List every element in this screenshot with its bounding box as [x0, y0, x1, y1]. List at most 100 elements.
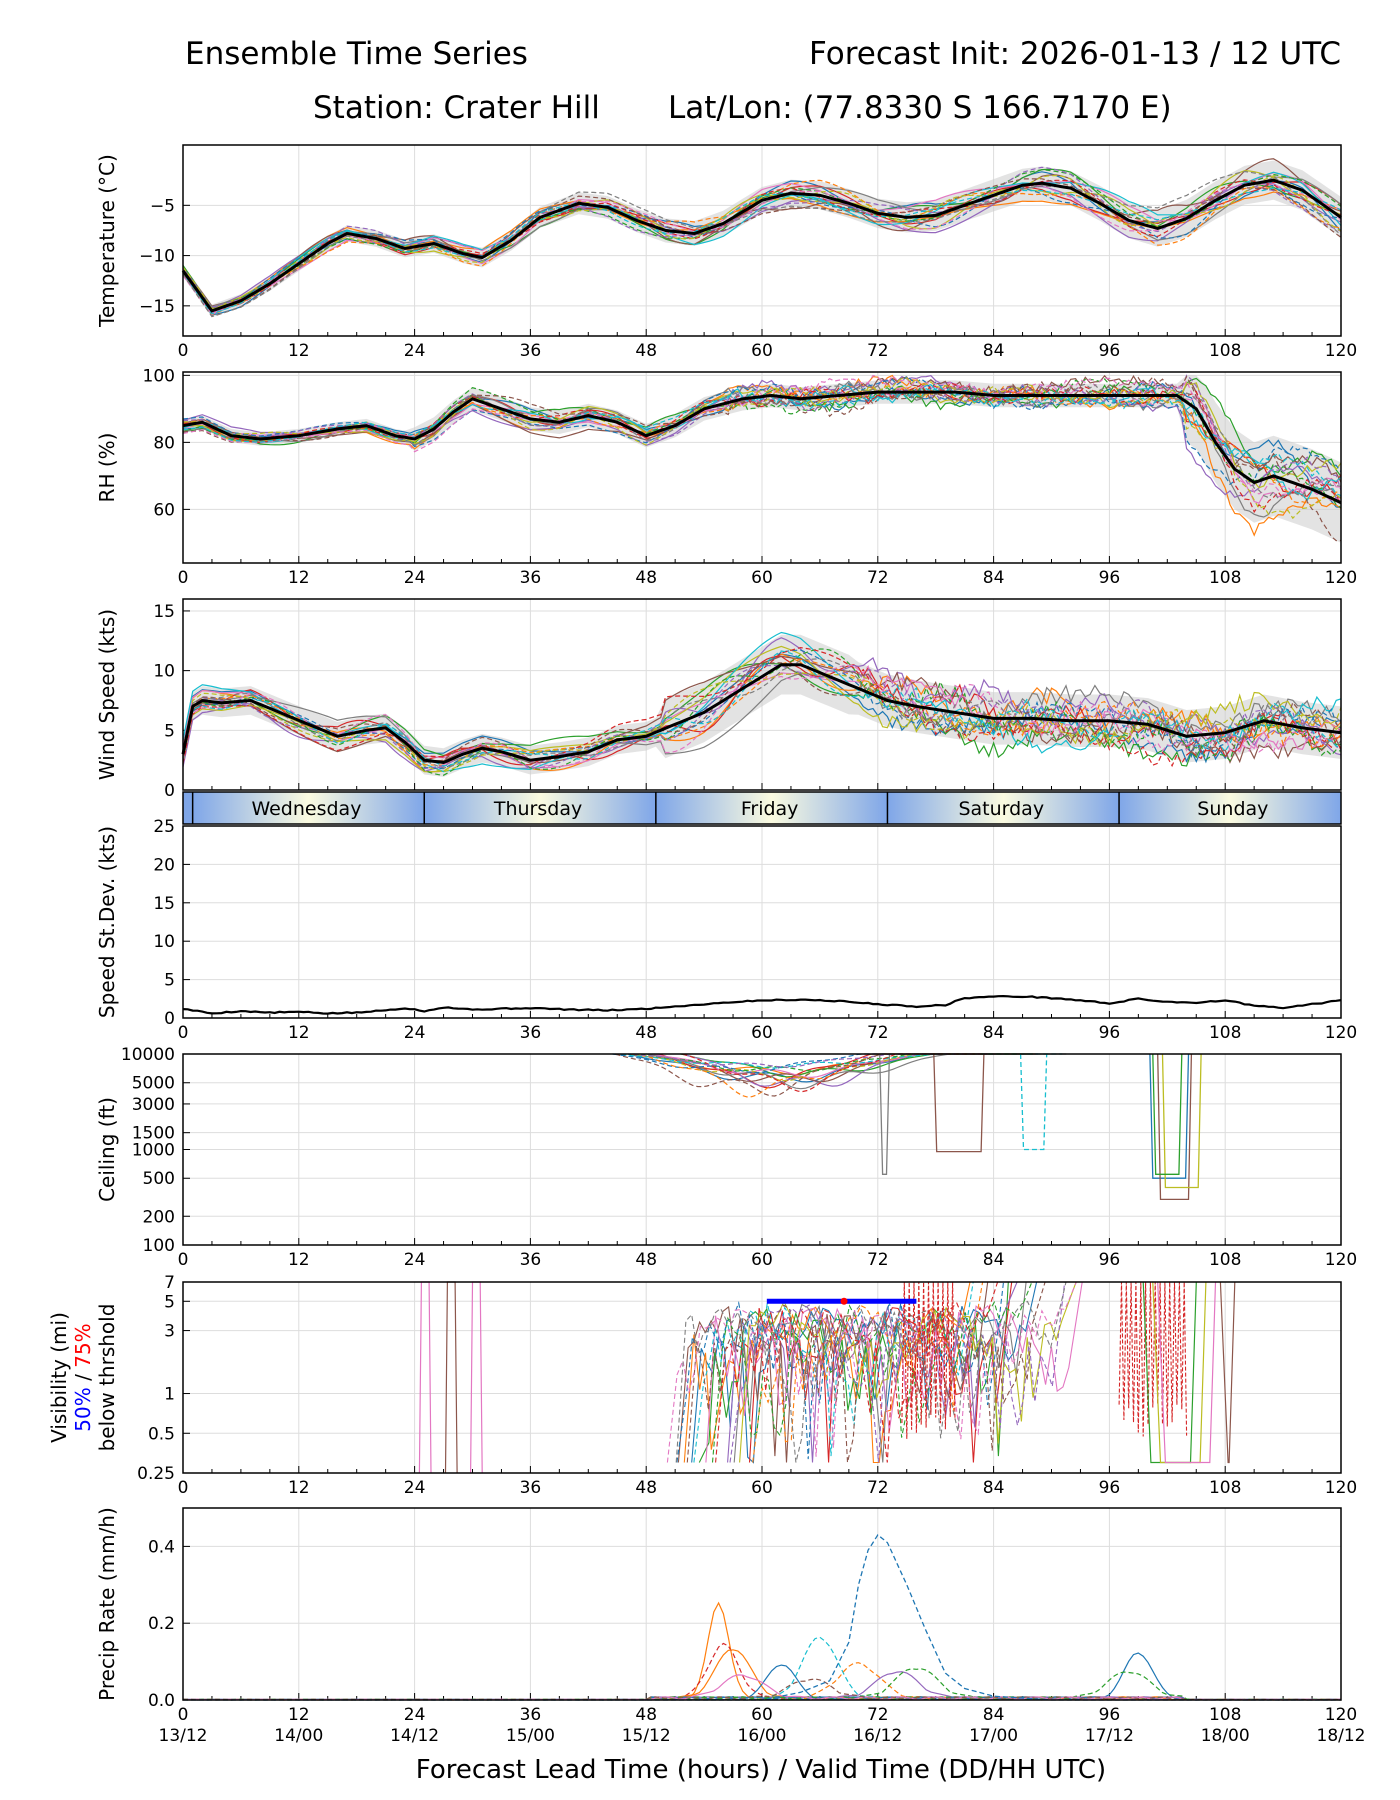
- day-band: Wednesday Thursday Friday Saturday Sunday: [182, 791, 1342, 825]
- ensemble-mean-line: [181, 178, 1342, 313]
- day-band-segment: [655, 792, 888, 824]
- x-tick-label: 108: [1209, 568, 1241, 588]
- x-tick-label: 0: [178, 341, 189, 361]
- x-tick-label: 24: [404, 1023, 426, 1043]
- spread-band: [183, 160, 1341, 318]
- x-tick-label: 36: [520, 341, 542, 361]
- title-left: Ensemble Time Series: [185, 36, 528, 72]
- ceiling-drop-line: [1149, 1053, 1190, 1179]
- day-label: Saturday: [958, 798, 1044, 820]
- x-tick-label: 24: [404, 1705, 426, 1725]
- day-label: Friday: [741, 798, 799, 820]
- ensemble-member-line: [182, 169, 1342, 309]
- vis-member-line: [666, 1281, 1077, 1463]
- x-tick-label: 84: [983, 1250, 1005, 1270]
- x-tick-label: 96: [1099, 1478, 1121, 1498]
- ensemble-member-line: [183, 377, 1342, 520]
- y-tick-label: 1: [164, 1385, 175, 1405]
- x-tick-label: 48: [635, 1250, 657, 1270]
- ensemble-member-line: [182, 387, 1342, 497]
- day-band-segment: [424, 792, 656, 824]
- x-tick-label: 36: [520, 1250, 542, 1270]
- x-tick-label: 24: [404, 1478, 426, 1498]
- y-tick-label: 5000: [132, 1074, 175, 1094]
- y-axis-label: Precip Rate (mm/h): [95, 1507, 119, 1701]
- ceiling-drop-line: [1161, 1053, 1202, 1189]
- ceiling-drop-line: [1157, 1053, 1193, 1201]
- x-tick-label: 12: [288, 1478, 310, 1498]
- stdev-line: [182, 994, 1342, 1015]
- y-tick-label: 5: [164, 1292, 175, 1312]
- x-tick-label: 0: [178, 1250, 189, 1270]
- x-tick-label: 0: [178, 1023, 189, 1043]
- y-tick-label: 200: [143, 1207, 175, 1227]
- vis-member-line: [752, 1281, 984, 1463]
- ceiling-member-line: [613, 1053, 1063, 1069]
- visibility-panel: 0.25 0.5 1 3 57 0 12 24 36 48 60 72 84 96 108 120 Visibi…: [47, 1273, 1357, 1498]
- y-axis-label: Visibility (mi): [47, 1312, 71, 1443]
- y-tick-label: 15: [153, 894, 175, 914]
- x-tick-label: 24: [404, 1250, 426, 1270]
- day-label: Sunday: [1197, 798, 1268, 820]
- ceiling-member-line: [627, 1053, 1039, 1083]
- vis-member-line: [418, 1281, 432, 1474]
- x-tick-label: 96: [1099, 341, 1121, 361]
- y-tick-label: 100: [143, 366, 175, 386]
- y-tick-label: 0: [164, 1009, 175, 1029]
- x-tick-label: 60: [751, 341, 773, 361]
- x-tick-label: 60: [751, 1478, 773, 1498]
- x-tick-label: 84: [983, 1478, 1005, 1498]
- y-tick-label: 80: [153, 433, 175, 453]
- x-tick-label: 12: [288, 568, 310, 588]
- x-tick-label: 108: [1209, 341, 1241, 361]
- y-tick-label: 10: [153, 932, 175, 952]
- y-axis-label: below thrshold: [95, 1304, 119, 1452]
- y-tick-label: 3: [164, 1322, 175, 1342]
- ensemble-member-line: [182, 662, 1342, 763]
- x-tick-label: 96: [1099, 1250, 1121, 1270]
- ensemble-member-line: [182, 385, 1342, 497]
- ceiling-drop-line: [1019, 1053, 1048, 1151]
- vis-member-line: [470, 1281, 483, 1474]
- valid-time-label: 16/00: [738, 1726, 787, 1746]
- rh-frame: [182, 371, 1342, 564]
- x-tick-label: 72: [867, 1705, 889, 1725]
- y-tick-label: 1000: [132, 1141, 175, 1161]
- valid-time-label: 17/12: [1085, 1726, 1134, 1746]
- y-tick-label: −10: [139, 247, 175, 267]
- y-axis-label: Ceiling (ft): [95, 1097, 119, 1202]
- y-tick-label: −5: [150, 196, 175, 216]
- x-tick-label: 120: [1325, 1250, 1357, 1270]
- day-label: Wednesday: [251, 798, 361, 820]
- ceiling-drop-line: [1152, 1053, 1183, 1175]
- vis-oscillation-line: [1118, 1281, 1188, 1437]
- y-tick-label: 15: [153, 602, 175, 622]
- ensemble-member-line: [182, 375, 1342, 500]
- x-tick-label: 0: [178, 1478, 189, 1498]
- wind-speed-frame: [182, 598, 1342, 791]
- x-tick-label: 36: [520, 1705, 542, 1725]
- ensemble-member-line: [182, 645, 1342, 773]
- x-tick-label: 84: [983, 568, 1005, 588]
- vis-member-line: [733, 1281, 1027, 1463]
- x-tick-label: 120: [1325, 1478, 1357, 1498]
- ensemble-member-line: [182, 664, 1342, 770]
- valid-time-label: 18/12: [1317, 1726, 1366, 1746]
- ensemble-member-line: [182, 664, 1342, 768]
- y-tick-label: 5: [164, 721, 175, 741]
- ceiling-member-line: [654, 1053, 1022, 1083]
- x-tick-label: 36: [520, 1478, 542, 1498]
- x-tick-label: 72: [867, 1478, 889, 1498]
- ensemble-member-line: [182, 672, 1342, 769]
- day-band-segment: [1119, 792, 1341, 824]
- y-axis-label-part: 75%: [71, 1323, 95, 1367]
- ensemble-mean-line: [182, 390, 1342, 505]
- vis-member-line: [711, 1281, 1033, 1463]
- y-tick-label: 0.5: [148, 1424, 175, 1444]
- x-tick-label: 120: [1325, 341, 1357, 361]
- y-tick-label: 0.0: [148, 1691, 175, 1711]
- y-tick-label: 60: [153, 500, 175, 520]
- x-tick-label: 24: [404, 341, 426, 361]
- x-tick-label: 120: [1325, 1705, 1357, 1725]
- y-tick-label: 20: [153, 855, 175, 875]
